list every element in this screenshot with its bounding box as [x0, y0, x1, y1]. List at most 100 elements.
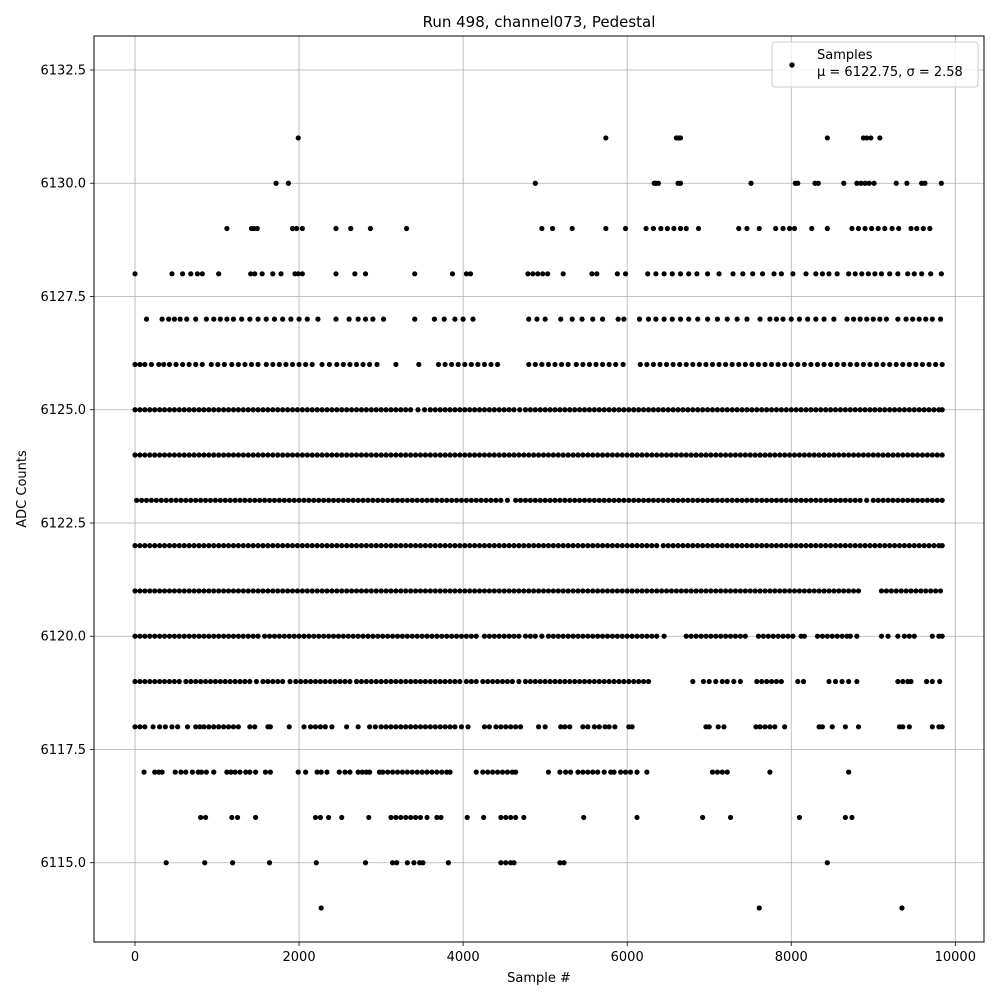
data-point — [644, 543, 650, 549]
data-point — [316, 497, 322, 503]
data-point — [287, 678, 293, 685]
data-point — [417, 588, 424, 594]
data-point — [184, 724, 191, 730]
data-point — [532, 497, 538, 503]
x-tick-label: 2000 — [283, 950, 316, 965]
data-point — [591, 678, 597, 685]
data-point — [877, 407, 883, 413]
data-point — [852, 271, 858, 277]
data-point — [326, 361, 333, 368]
data-point — [163, 860, 169, 866]
data-point — [309, 361, 315, 368]
data-point — [526, 452, 532, 458]
data-point — [196, 588, 202, 594]
data-point — [252, 724, 258, 730]
data-point — [631, 497, 637, 503]
data-point — [535, 452, 542, 458]
data-point — [877, 316, 883, 322]
data-point — [335, 497, 342, 503]
data-point — [862, 225, 868, 232]
data-point — [522, 407, 529, 413]
data-point — [527, 497, 533, 503]
data-point — [849, 225, 855, 232]
data-point — [614, 633, 620, 639]
data-point — [773, 678, 780, 685]
data-point — [385, 497, 391, 503]
data-point — [221, 361, 228, 368]
data-point — [403, 814, 409, 821]
data-point — [703, 452, 709, 458]
data-point — [749, 543, 755, 549]
data-point — [221, 543, 227, 549]
data-point — [831, 588, 837, 594]
data-point — [649, 452, 655, 458]
data-point — [373, 543, 379, 549]
data-point — [452, 407, 458, 413]
data-point — [339, 543, 345, 549]
data-point — [572, 407, 578, 413]
data-point — [703, 588, 709, 594]
data-point — [708, 452, 714, 458]
data-point — [819, 724, 826, 730]
data-point — [198, 678, 204, 685]
data-point — [565, 633, 571, 639]
data-point — [178, 497, 184, 503]
data-point — [447, 724, 453, 730]
data-point — [685, 497, 691, 503]
data-point — [295, 271, 301, 277]
data-point — [503, 724, 509, 730]
data-point — [499, 678, 506, 685]
y-tick-label: 6125.0 — [41, 403, 87, 418]
data-point — [301, 724, 307, 730]
data-point — [307, 678, 314, 685]
data-point — [611, 769, 617, 775]
data-point — [599, 316, 606, 322]
data-point — [462, 361, 468, 368]
data-point — [388, 543, 394, 549]
data-point — [463, 678, 470, 685]
data-point — [602, 724, 608, 730]
data-point — [299, 588, 305, 594]
data-point — [680, 407, 686, 413]
data-point — [808, 407, 814, 413]
data-point — [511, 407, 517, 413]
data-point — [439, 497, 445, 503]
data-point — [867, 543, 873, 549]
data-point — [262, 497, 268, 503]
data-point — [221, 452, 227, 458]
data-point — [193, 724, 199, 730]
data-point — [216, 452, 222, 458]
data-point — [581, 407, 588, 413]
data-point — [677, 316, 684, 322]
data-point — [280, 543, 286, 549]
data-point — [211, 588, 217, 594]
data-point — [309, 588, 315, 594]
data-point — [363, 588, 369, 594]
data-point — [172, 769, 178, 775]
data-point — [168, 497, 174, 503]
data-point — [615, 316, 621, 322]
data-point — [275, 452, 281, 458]
data-point — [589, 271, 595, 277]
data-point — [550, 588, 556, 594]
data-point — [468, 361, 474, 368]
data-point — [334, 543, 340, 549]
x-tick-label: 4000 — [447, 950, 480, 965]
data-point — [225, 452, 232, 458]
data-point — [434, 814, 440, 821]
data-point — [604, 543, 611, 549]
data-point — [891, 407, 898, 413]
data-point — [215, 361, 221, 368]
data-point — [414, 633, 420, 639]
data-point — [770, 633, 776, 639]
data-point — [657, 361, 663, 368]
data-point — [713, 678, 719, 685]
data-point — [846, 678, 852, 685]
data-point — [639, 452, 645, 458]
data-point — [193, 497, 199, 503]
data-point — [270, 452, 276, 458]
data-point — [643, 225, 649, 232]
data-point — [938, 180, 944, 186]
data-point — [409, 633, 415, 639]
data-point — [606, 361, 612, 368]
